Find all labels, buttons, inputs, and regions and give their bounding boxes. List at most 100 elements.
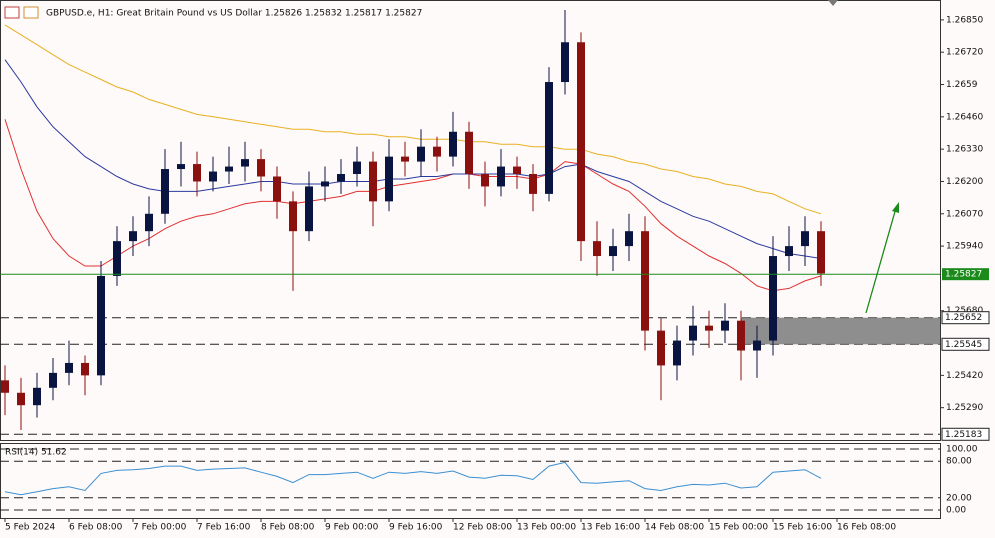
rsi-tick-label: 0.00 bbox=[946, 506, 966, 516]
candle-body bbox=[529, 174, 537, 194]
candle-body bbox=[609, 246, 617, 257]
candle-body bbox=[81, 362, 89, 376]
x-tick-label: 9 Feb 00:00 bbox=[325, 523, 379, 533]
x-tick-label: 12 Feb 08:00 bbox=[453, 523, 512, 533]
rsi-pane-frame bbox=[0, 443, 941, 519]
x-tick-label: 7 Feb 00:00 bbox=[133, 523, 187, 533]
x-tick-label: 15 Feb 16:00 bbox=[773, 523, 832, 533]
x-tick-label: 16 Feb 08:00 bbox=[837, 523, 896, 533]
candle-body bbox=[193, 164, 201, 182]
candle-body bbox=[49, 372, 57, 388]
icon bbox=[23, 6, 39, 19]
forecast-arrow bbox=[865, 207, 897, 314]
candle-body bbox=[209, 171, 217, 182]
candle-body bbox=[97, 275, 105, 376]
candle-body bbox=[401, 156, 409, 162]
candle-body bbox=[17, 392, 25, 406]
x-tick-label: 6 Feb 08:00 bbox=[69, 523, 123, 533]
price-label: 1.25827 bbox=[945, 270, 982, 280]
level-label: 1.25183 bbox=[945, 430, 982, 440]
y-tick-label: 1.26460 bbox=[946, 112, 983, 122]
rsi-tick-label: 20.00 bbox=[946, 493, 972, 503]
y-tick-label: 1.2659 bbox=[946, 80, 978, 90]
candle-body bbox=[433, 146, 441, 157]
candle-body bbox=[353, 161, 361, 175]
candle-body bbox=[225, 166, 233, 172]
candle-body bbox=[289, 201, 297, 232]
x-tick-label: 5 Feb 2024 bbox=[5, 523, 56, 533]
candle-body bbox=[721, 320, 729, 331]
candle-body bbox=[801, 231, 809, 247]
candle-body bbox=[129, 231, 137, 242]
chart-title: GBPUSD.e, H1: Great Britain Pound vs US … bbox=[46, 9, 422, 19]
candle-body bbox=[577, 42, 585, 242]
x-tick-label: 13 Feb 16:00 bbox=[581, 523, 640, 533]
candle-body bbox=[321, 181, 329, 187]
x-tick-label: 13 Feb 00:00 bbox=[517, 523, 576, 533]
candle-body bbox=[689, 325, 697, 341]
moving-average bbox=[4, 59, 822, 259]
candle-body bbox=[65, 362, 73, 373]
candle-body bbox=[673, 340, 681, 366]
candle-body bbox=[593, 241, 601, 257]
candle-body bbox=[513, 166, 521, 175]
candle-body bbox=[337, 174, 345, 182]
rsi-line bbox=[4, 461, 822, 496]
y-tick-label: 1.26720 bbox=[946, 48, 983, 58]
y-tick-label: 1.25290 bbox=[946, 403, 983, 413]
candle-body bbox=[497, 166, 505, 187]
level-label-box bbox=[941, 337, 990, 351]
level-label: 1.25545 bbox=[945, 340, 982, 350]
candle-body bbox=[113, 241, 121, 276]
y-tick-label: 1.26070 bbox=[946, 209, 983, 219]
level-label: 1.25652 bbox=[945, 313, 982, 323]
candle-body bbox=[257, 159, 265, 177]
x-tick-label: 14 Feb 08:00 bbox=[645, 523, 704, 533]
y-tick-label: 1.25420 bbox=[946, 371, 983, 381]
level-label-box bbox=[941, 311, 990, 325]
arrow-head bbox=[892, 202, 899, 213]
candle-body bbox=[305, 186, 313, 232]
x-tick-label: 9 Feb 16:00 bbox=[389, 523, 443, 533]
candle-body bbox=[785, 246, 793, 257]
icon bbox=[4, 6, 20, 19]
candle-body bbox=[1, 380, 9, 393]
price-label-box bbox=[942, 268, 989, 281]
candle-body bbox=[417, 146, 425, 162]
x-tick-label: 7 Feb 16:00 bbox=[197, 523, 251, 533]
candle-body bbox=[817, 231, 825, 274]
candle-body bbox=[641, 231, 649, 331]
moving-average bbox=[4, 24, 822, 215]
rsi-tick-label: 100.00 bbox=[946, 445, 978, 455]
candle-body bbox=[369, 161, 377, 202]
candle-body bbox=[545, 82, 553, 194]
y-tick-label: 1.26330 bbox=[946, 145, 983, 155]
rsi-title: RSI(14) 51.62 bbox=[5, 448, 67, 458]
candle-body bbox=[465, 131, 473, 175]
rsi-tick-label: 80.00 bbox=[946, 457, 972, 467]
candle-body bbox=[145, 213, 153, 232]
candle-body bbox=[449, 131, 457, 157]
plot: 1.26850 1.26720 1.2659 1.26460 1.26330 1.2620… bbox=[0, 9, 990, 533]
y-tick-label: 1.26200 bbox=[946, 177, 983, 187]
x-tick-label: 15 Feb 00:00 bbox=[709, 523, 768, 533]
candle-body bbox=[769, 256, 777, 341]
y-tick-label: 1.25940 bbox=[946, 242, 983, 252]
y-tick-label: 1.26850 bbox=[946, 15, 983, 25]
main-pane-frame bbox=[0, 0, 941, 441]
candle-body bbox=[753, 340, 761, 351]
candle-body bbox=[625, 231, 633, 247]
candle-body bbox=[737, 320, 745, 351]
candle-body bbox=[161, 169, 169, 214]
candle-body bbox=[33, 387, 41, 406]
candle-body bbox=[241, 159, 249, 167]
candle-body bbox=[657, 330, 665, 366]
candle-body bbox=[705, 325, 713, 331]
candle-body bbox=[561, 42, 569, 83]
candle-body bbox=[273, 176, 281, 202]
candle-body bbox=[481, 174, 489, 187]
scroll-marker bbox=[828, 0, 838, 6]
x-tick-label: 8 Feb 08:00 bbox=[261, 523, 315, 533]
